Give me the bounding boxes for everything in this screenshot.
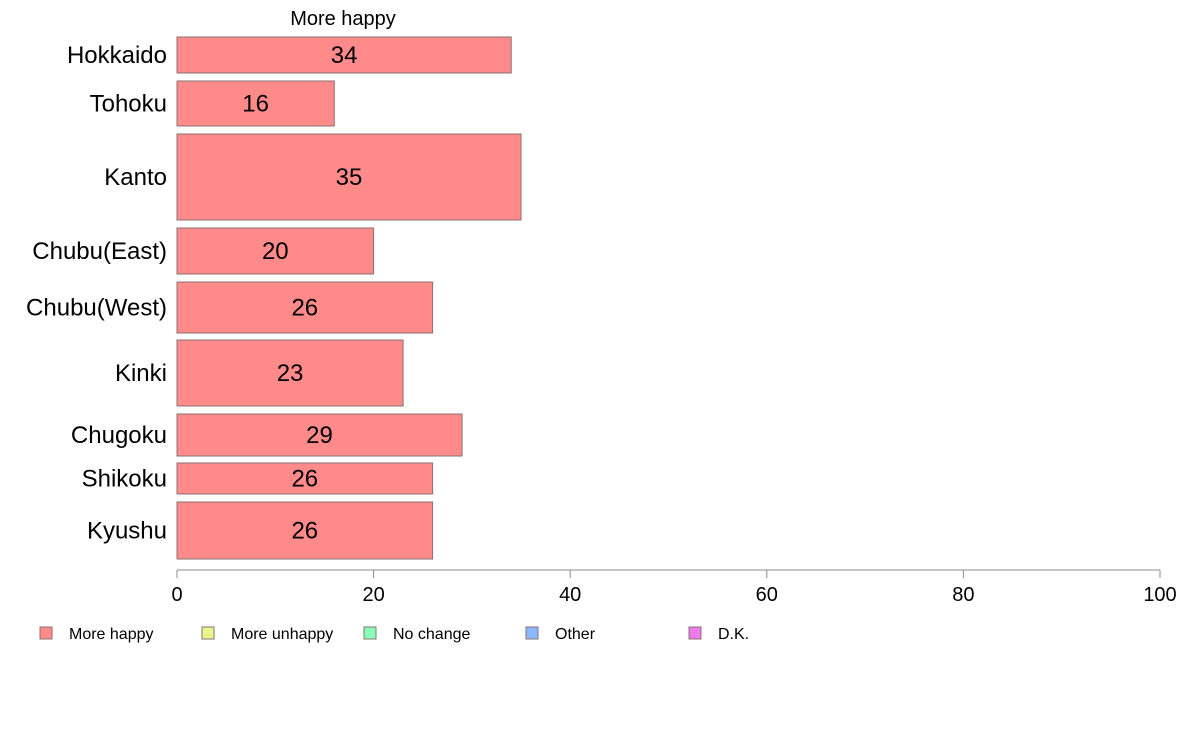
category-label: Hokkaido <box>67 42 167 69</box>
bar-value-label: 26 <box>291 466 318 493</box>
bar-value-label: 26 <box>291 518 318 545</box>
bar-value-label: 35 <box>336 164 363 191</box>
legend-swatch <box>39 626 53 640</box>
legend-label: D.K. <box>718 626 749 643</box>
bar-value-label: 20 <box>262 238 289 265</box>
x-tick-label: 0 <box>171 584 182 606</box>
bar-value-label: 34 <box>331 42 358 69</box>
x-tick-label: 20 <box>362 584 384 606</box>
bar-chubu-east <box>176 227 375 275</box>
legend-label: No change <box>393 626 470 643</box>
legend: More happy More unhappy No change Other D.K. <box>39 626 749 643</box>
legend-swatch <box>201 626 215 640</box>
bar-value-label: 16 <box>242 91 269 118</box>
bar-value-label: 23 <box>277 360 304 387</box>
legend-label: Other <box>555 626 596 643</box>
legend-swatch <box>688 626 702 640</box>
bar-value-label: 29 <box>306 422 333 449</box>
category-label: Chubu(East) <box>32 238 167 265</box>
bar-hokkaido <box>176 36 512 74</box>
category-label: Chubu(West) <box>26 295 167 322</box>
x-tick-label: 40 <box>559 584 581 606</box>
series-title: More happy <box>290 8 396 30</box>
category-label: Kinki <box>115 360 167 387</box>
legend-label: More happy <box>69 626 154 643</box>
legend-label: More unhappy <box>231 626 333 643</box>
bars-group: 34 16 35 20 26 23 29 26 26 <box>176 36 522 560</box>
legend-swatch <box>363 626 377 640</box>
category-label: Chugoku <box>71 422 167 449</box>
x-tick-label: 60 <box>756 584 778 606</box>
bar-chugoku <box>176 413 463 457</box>
category-label: Kanto <box>104 164 167 191</box>
bar-value-label: 26 <box>291 295 318 322</box>
x-axis: 0 20 40 60 80 100 <box>171 569 1177 606</box>
x-tick-label: 80 <box>952 584 974 606</box>
category-labels: Hokkaido Tohoku Kanto Chubu(East) Chubu(West… <box>26 42 167 545</box>
bar-kinki <box>176 339 404 407</box>
bar-kyushu <box>176 501 434 560</box>
category-label: Tohoku <box>90 91 167 118</box>
x-tick-label: 100 <box>1143 584 1176 606</box>
bar-chubu-west <box>176 281 434 334</box>
bar-tohoku <box>176 80 335 127</box>
bar-kanto <box>176 133 522 221</box>
category-label: Shikoku <box>82 466 167 493</box>
legend-swatch <box>525 626 539 640</box>
category-label: Kyushu <box>87 518 167 545</box>
bar-shikoku <box>176 462 434 495</box>
